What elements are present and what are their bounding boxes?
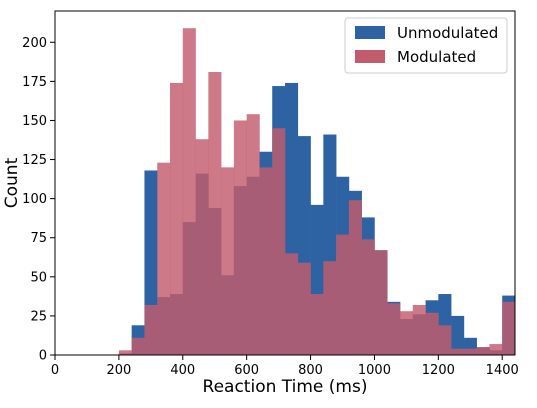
modulated-bars	[118, 28, 516, 356]
x-tick-label: 200	[106, 363, 131, 378]
legend-label-modulated: Modulated	[397, 48, 476, 66]
x-tick-label: 600	[234, 363, 259, 378]
modulated-bar	[387, 303, 401, 355]
x-tick-label: 1200	[422, 363, 455, 378]
y-tick-label: 0	[39, 349, 47, 364]
modulated-bar	[348, 200, 362, 355]
y-tick-label: 75	[30, 231, 47, 246]
x-tick-label: 1400	[486, 363, 519, 378]
modulated-bar	[195, 139, 209, 355]
modulated-bar	[221, 167, 235, 355]
modulated-bar	[144, 304, 158, 355]
modulated-bar	[297, 262, 311, 355]
y-tick-label: 200	[22, 36, 47, 51]
legend-box	[344, 17, 508, 74]
modulated-bar	[157, 162, 171, 355]
y-tick-label: 125	[22, 153, 47, 168]
y-tick-label: 25	[30, 309, 47, 324]
modulated-bar	[463, 348, 477, 355]
modulated-bar	[285, 253, 299, 355]
modulated-bar	[374, 250, 388, 355]
legend-swatch-modulated	[355, 50, 385, 63]
legend-swatch-unmodulated	[355, 26, 385, 39]
modulated-bar	[118, 350, 132, 355]
y-axis-label: Count	[2, 157, 22, 208]
x-ticks: 0 200 400 600 800 1000 1200 1400	[51, 355, 519, 378]
modulated-bar	[438, 325, 452, 355]
modulated-bar	[233, 120, 247, 355]
modulated-bar	[323, 261, 337, 355]
modulated-bar	[246, 114, 260, 355]
x-tick-label: 0	[51, 363, 59, 378]
modulated-bar	[170, 82, 184, 355]
y-tick-label: 50	[30, 270, 47, 285]
x-tick-label: 1000	[358, 363, 391, 378]
y-ticks: 0 25 50 75 100 125 150 175 200	[22, 36, 55, 364]
x-tick-label: 400	[170, 363, 195, 378]
modulated-bar	[208, 71, 222, 356]
modulated-bar	[451, 348, 465, 355]
modulated-bar	[272, 128, 286, 355]
x-axis-label: Reaction Time (ms)	[203, 377, 368, 397]
modulated-bar	[489, 344, 503, 355]
modulated-bar	[476, 347, 490, 355]
legend: Unmodulated Modulated	[344, 17, 508, 74]
modulated-bar	[400, 311, 414, 355]
y-tick-label: 100	[22, 192, 47, 207]
modulated-bar	[502, 301, 516, 355]
legend-label-unmodulated: Unmodulated	[397, 24, 498, 42]
modulated-bar	[259, 167, 273, 355]
modulated-bar	[336, 234, 350, 355]
modulated-bar	[412, 304, 426, 355]
axes	[54, 10, 516, 356]
modulated-bar	[425, 312, 439, 355]
x-tick-label: 800	[298, 363, 323, 378]
modulated-bar	[361, 239, 375, 355]
y-tick-label: 150	[22, 114, 47, 129]
plot-frame	[54, 10, 516, 356]
modulated-bar	[131, 337, 145, 355]
unmodulated-bar	[451, 315, 465, 355]
modulated-bar	[182, 28, 196, 355]
modulated-bar	[310, 294, 324, 355]
y-tick-label: 175	[22, 75, 47, 90]
